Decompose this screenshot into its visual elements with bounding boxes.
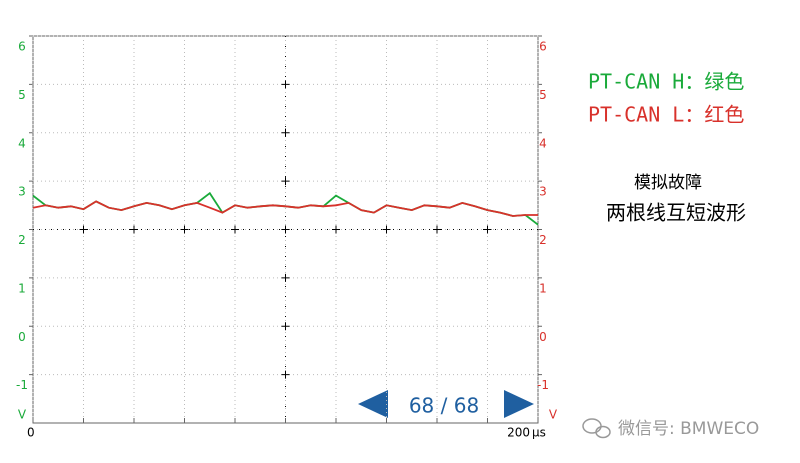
cross [281,273,290,282]
y-tick-label: 4 [18,136,26,150]
y2-tick-label: 3 [539,185,547,199]
y2-unit: V [549,408,558,422]
y2-tick-label: 2 [539,233,547,247]
legend-entry: PT-CAN L：红色 [588,103,744,127]
cross [382,225,391,234]
cross [281,177,290,186]
prev-button[interactable] [358,390,388,418]
x-tick-label: 0 [27,426,35,440]
y-tick-label: 5 [18,88,26,102]
cross [281,80,290,89]
cross [130,225,138,234]
annotation: 两根线互短波形 [606,201,746,225]
annotation: 模拟故障 [634,173,702,193]
trace [32,200,538,217]
watermark: 微信号: BMWECO [618,419,759,439]
y2-tick-label: 0 [539,330,547,344]
cross [79,225,88,234]
page-indicator: 68 / 68 [409,394,479,418]
legend-entry: PT-CAN H：绿色 [588,70,744,94]
y-tick-label: 0 [18,330,26,344]
y-tick-label: 6 [18,40,26,54]
y-tick-label: -1 [16,378,28,392]
y2-tick-label: 5 [539,88,547,102]
x-unit: μs [532,426,546,440]
y2-tick-label: 6 [539,40,547,54]
y2-tick-label: 4 [539,136,547,150]
y-tick-label: 1 [18,281,26,295]
y-unit: V [18,408,27,422]
x-tick-label: 200 [507,426,530,440]
y-tick-label: 3 [18,185,26,199]
y-tick-label: 2 [18,233,26,247]
cross [433,225,441,234]
wechat-icon [582,418,611,439]
cross [483,225,492,234]
cross [180,225,189,234]
y2-tick-label: -1 [537,378,549,392]
cross [281,128,290,137]
y2-tick-label: 1 [539,281,547,295]
next-button[interactable] [504,390,534,418]
cross [281,370,290,379]
